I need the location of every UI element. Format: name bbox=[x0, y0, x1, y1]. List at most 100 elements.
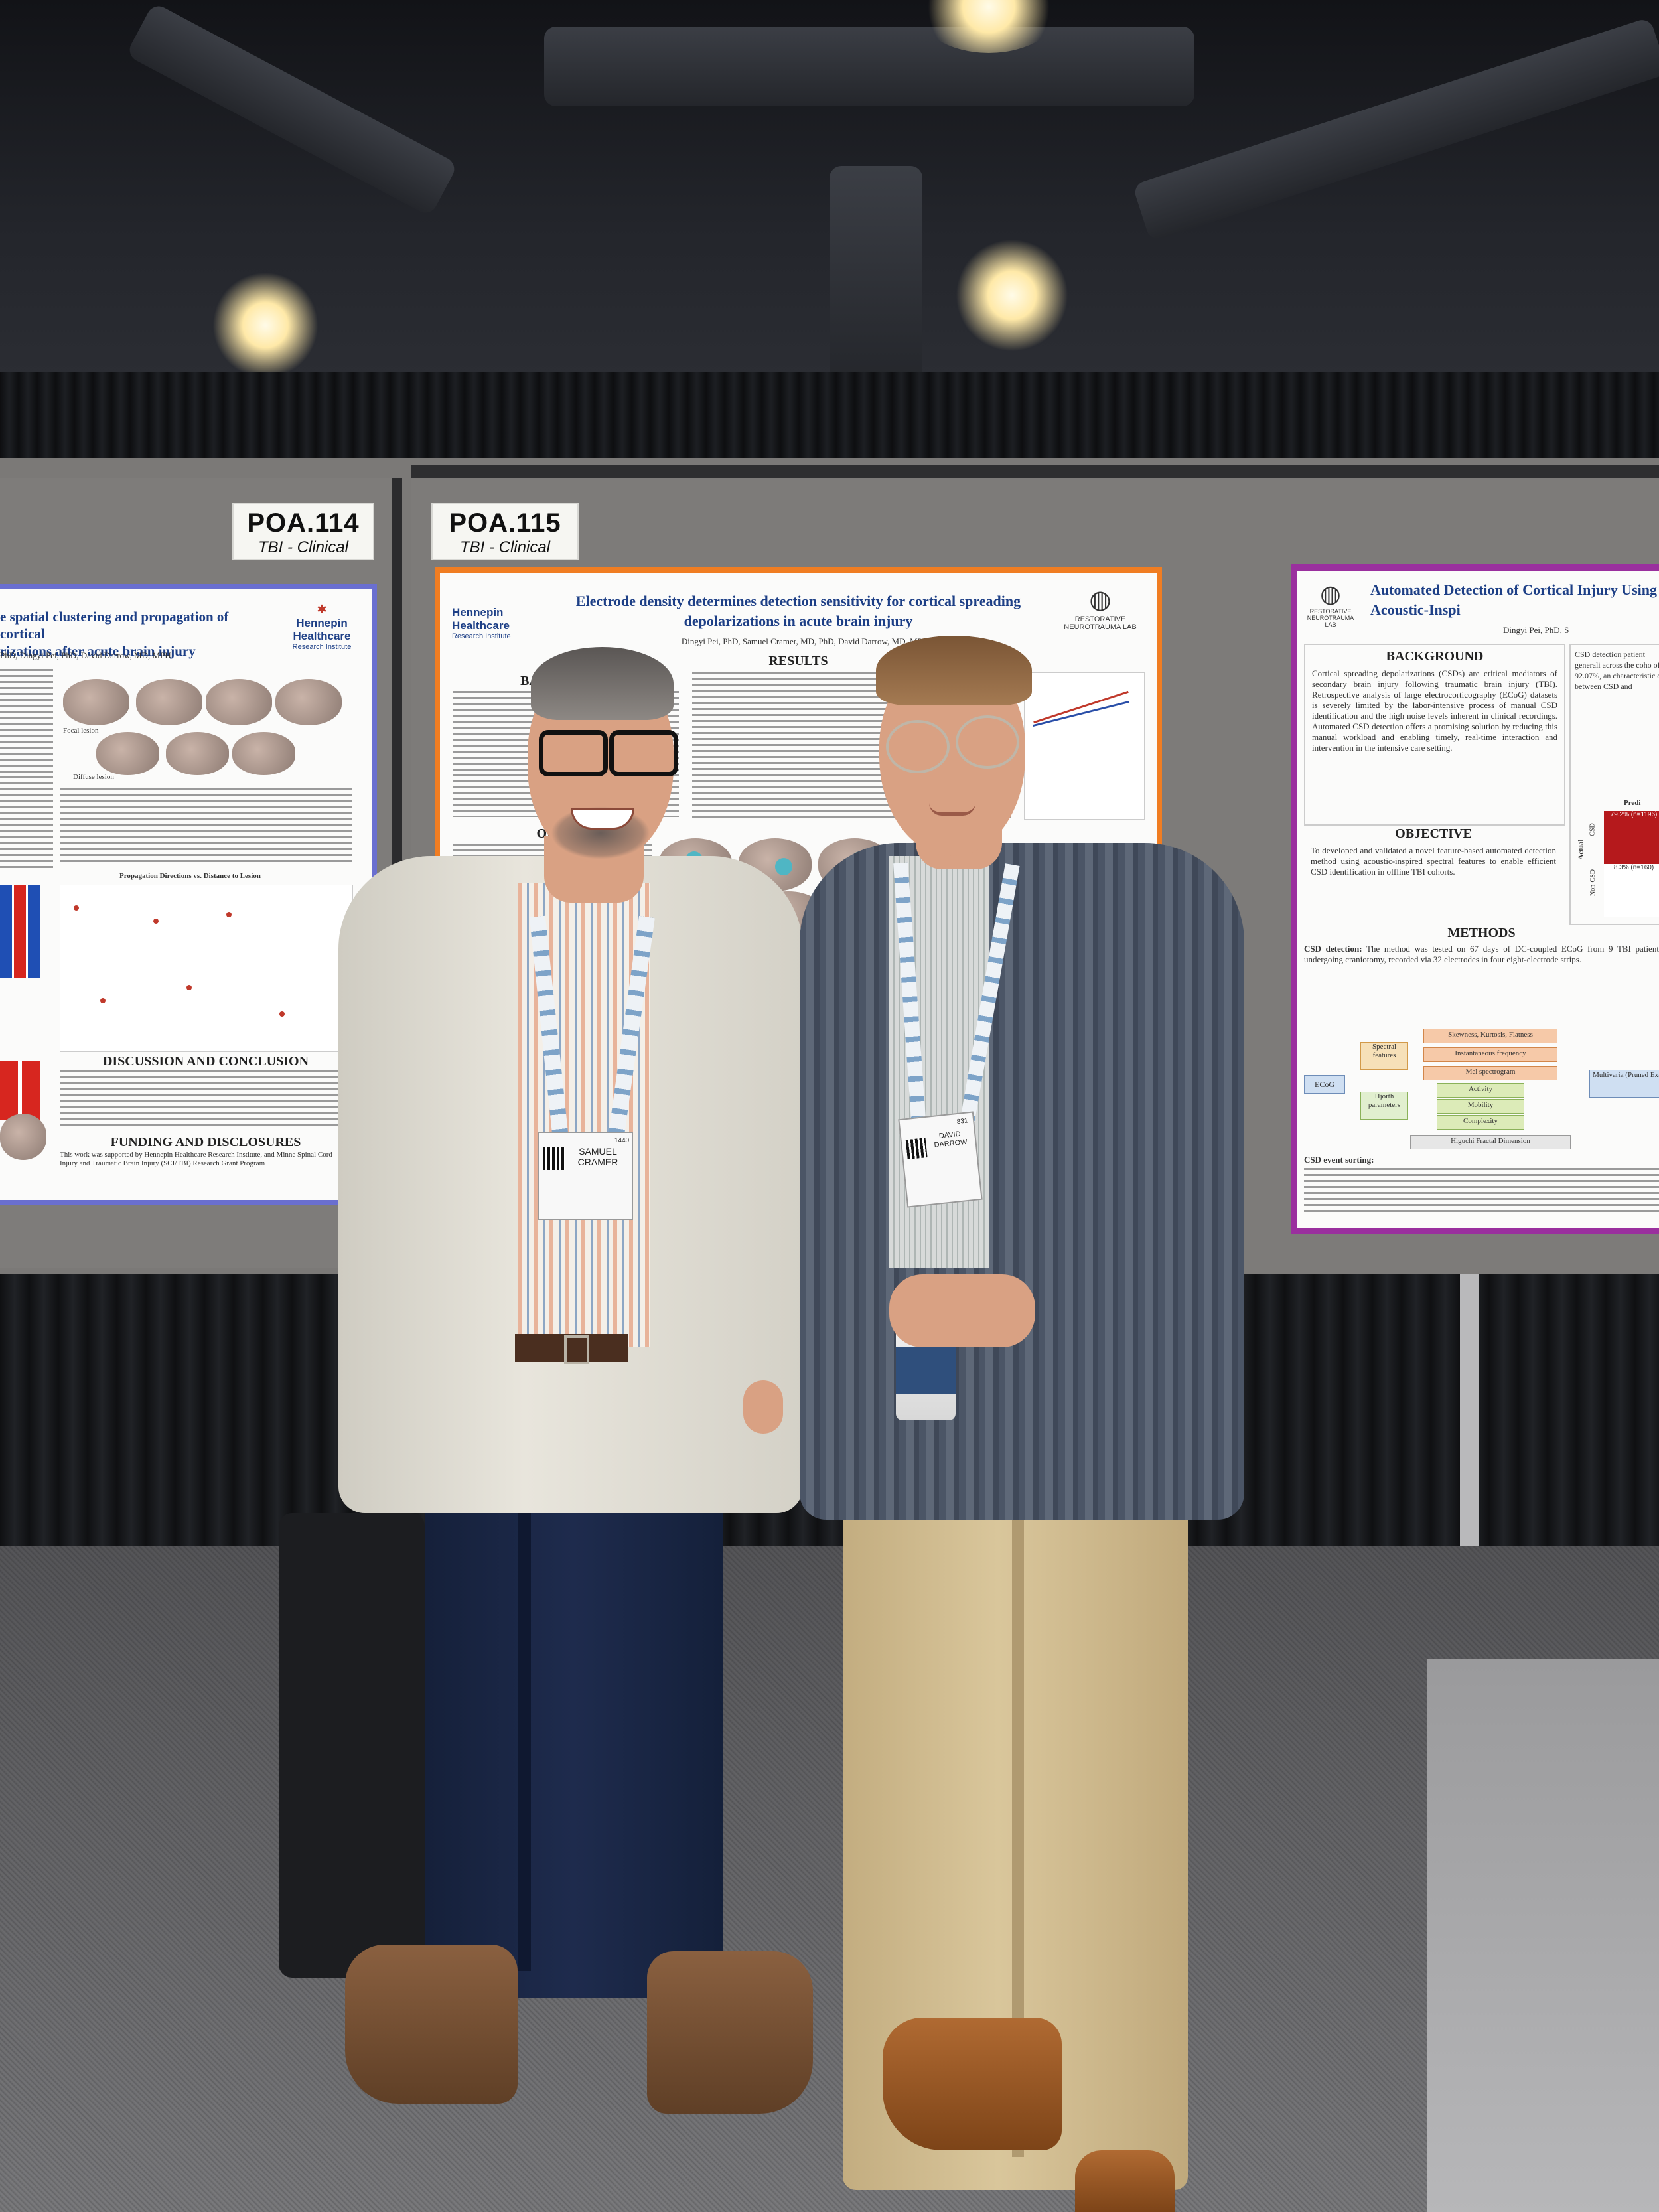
body-text bbox=[1304, 1168, 1659, 1215]
glasses-icon bbox=[609, 730, 678, 776]
brain-image bbox=[275, 679, 342, 725]
cell-value: 79.2% (n=1196) bbox=[1610, 811, 1658, 818]
glasses-icon bbox=[956, 715, 1019, 769]
badge-name: DAVID DARROW bbox=[934, 1130, 968, 1149]
cup-sleeve bbox=[896, 1347, 956, 1394]
poster-stand-base bbox=[279, 1513, 425, 1978]
brain-image bbox=[232, 732, 295, 775]
logo-subtext: Research Institute bbox=[292, 643, 352, 651]
hennepin-logo: Hennepin Healthcare Research Institute bbox=[452, 606, 551, 640]
flow-inst-freq: Instantaneous frequency bbox=[1423, 1047, 1557, 1062]
ceiling-duct bbox=[125, 2, 459, 217]
belt-buckle bbox=[564, 1335, 589, 1364]
body-text bbox=[0, 669, 53, 868]
belt bbox=[515, 1334, 628, 1362]
brain-image bbox=[63, 679, 129, 725]
results-box: CSD detection patient generali across th… bbox=[1569, 644, 1659, 925]
bar-chart bbox=[0, 885, 40, 978]
sign-poa-114: POA.114 TBI - Clinical bbox=[232, 503, 374, 560]
badge-name: SAMUEL CRAMER bbox=[577, 1146, 618, 1167]
sign-poa-115: POA.115 TBI - Clinical bbox=[431, 503, 579, 560]
floor-shading bbox=[0, 1546, 1659, 2212]
flow-ecog: ECoG bbox=[1304, 1075, 1345, 1094]
badge-number: 831 bbox=[956, 1117, 969, 1126]
sign-code: POA.115 bbox=[449, 508, 561, 538]
label-focal: Focal lesion bbox=[63, 727, 99, 735]
lab-logo: ◍ RESTORATIVE NEUROTRAUMA LAB bbox=[1304, 580, 1357, 633]
methods-label: CSD detection: bbox=[1304, 944, 1362, 954]
confusion-cell: 79.2% (n=1196) bbox=[1604, 811, 1659, 864]
brain-image bbox=[136, 679, 202, 725]
ceiling-light bbox=[956, 239, 1068, 352]
bar-chart bbox=[0, 1061, 40, 1120]
flow-spectral: Spectral features bbox=[1360, 1042, 1408, 1070]
flow-higuchi: Higuchi Fractal Dimension bbox=[1410, 1135, 1571, 1149]
poster-authors: Dingyi Pei, PhD, S bbox=[1503, 625, 1569, 635]
brain-image bbox=[166, 732, 229, 775]
smile bbox=[929, 803, 975, 816]
electrode-dot bbox=[775, 858, 792, 875]
ceiling-duct bbox=[1132, 17, 1659, 242]
objective-text: To developed and validated a novel featu… bbox=[1311, 846, 1556, 877]
poster-left: e spatial clustering and propagation of … bbox=[0, 584, 377, 1205]
sign-category: TBI - Clinical bbox=[257, 538, 349, 556]
background-box: BACKGROUND Cortical spreading depolariza… bbox=[1304, 644, 1565, 826]
scatter-point bbox=[74, 905, 79, 911]
name-badge: DAVID DARROW 831 bbox=[898, 1111, 983, 1208]
brown-shoe-left bbox=[345, 1945, 518, 2104]
poster-authors: Dingyi Pei, PhD, Samuel Cramer, MD, PhD,… bbox=[681, 636, 929, 646]
background-text: Cortical spreading depolarizations (CSDs… bbox=[1312, 668, 1557, 753]
brain-image bbox=[206, 679, 272, 725]
confusion-cell: 8.3% (n=160) bbox=[1604, 864, 1659, 917]
flow-mobility: Mobility bbox=[1437, 1099, 1524, 1114]
body-text bbox=[60, 788, 352, 865]
scatter-point bbox=[226, 912, 232, 917]
body-text bbox=[60, 1070, 352, 1130]
section-objective: OBJECTIVE bbox=[1395, 826, 1472, 841]
matrix-axis: Actual bbox=[1577, 839, 1585, 860]
carpet-floor bbox=[0, 1546, 1659, 2212]
cell-value: 8.3% (n=160) bbox=[1613, 864, 1654, 871]
event-sorting-paragraph: CSD event sorting: bbox=[1304, 1155, 1659, 1165]
section-methods: METHODS bbox=[1447, 926, 1516, 940]
hand bbox=[743, 1380, 783, 1434]
poster-title: Automated Detection of Cortical Injury U… bbox=[1370, 581, 1657, 618]
badge-number: 1440 bbox=[614, 1137, 630, 1144]
trouser-gap bbox=[1012, 1427, 1024, 2157]
scatter-plots-grid bbox=[60, 885, 353, 1052]
brain-logo-icon: ◍ bbox=[1089, 586, 1112, 614]
name-badge: SAMUEL CRAMER 1440 bbox=[538, 1132, 633, 1220]
matrix-row: Non-CSD bbox=[1589, 869, 1597, 897]
brain-logo-icon: ◍ bbox=[1320, 580, 1341, 607]
glasses-icon bbox=[886, 720, 950, 773]
trouser-gap bbox=[518, 1374, 531, 1971]
matrix-pred: Predi bbox=[1624, 799, 1641, 807]
poster-authors: PhD, Dingyi Pei, PhD, David Darrow, MD, … bbox=[0, 650, 171, 660]
ceiling-duct bbox=[830, 166, 922, 385]
brown-shoe-right bbox=[647, 1951, 813, 2114]
person-left: SAMUEL CRAMER 1440 bbox=[0, 0, 813, 2114]
chart-line bbox=[1033, 690, 1129, 724]
methods-paragraph: CSD detection: The method was tested on … bbox=[1304, 944, 1659, 965]
label-diffuse: Diffuse lesion bbox=[73, 773, 114, 781]
sign-code: POA.114 bbox=[247, 508, 360, 538]
objective-box: OBJECTIVE To developed and validated a n… bbox=[1304, 826, 1563, 919]
methods-flowchart: ECoG Spectral features Hjorth parameters… bbox=[1304, 1029, 1659, 1149]
tan-shoe-left bbox=[883, 2018, 1062, 2150]
hair bbox=[876, 636, 1032, 705]
lab-logo: ◍ RESTORATIVE NEUROTRAUMA LAB bbox=[1064, 585, 1137, 644]
flow-mel: Mel spectrogram bbox=[1423, 1066, 1557, 1080]
matrix-row: CSD bbox=[1589, 823, 1597, 836]
top-curtain bbox=[0, 372, 1659, 471]
section-background: BACKGROUND bbox=[1386, 649, 1484, 664]
glasses-icon bbox=[539, 730, 608, 776]
poster-right: ◍ RESTORATIVE NEUROTRAUMA LAB Automated … bbox=[1291, 564, 1659, 1234]
funding-text: This work was supported by Hennepin Heal… bbox=[60, 1151, 332, 1167]
poster-title: e spatial clustering and propagation of … bbox=[0, 609, 229, 659]
lab-logo-text: RESTORATIVE NEUROTRAUMA LAB bbox=[1064, 615, 1137, 631]
side-text: CSD detection patient generali across th… bbox=[1575, 650, 1659, 691]
person-right: DAVID DARROW 831 bbox=[0, 0, 1244, 2212]
section-discussion: DISCUSSION AND CONCLUSION bbox=[102, 1054, 309, 1069]
poster-title: Electrode density determines detection s… bbox=[575, 593, 1021, 629]
hair bbox=[531, 647, 674, 720]
